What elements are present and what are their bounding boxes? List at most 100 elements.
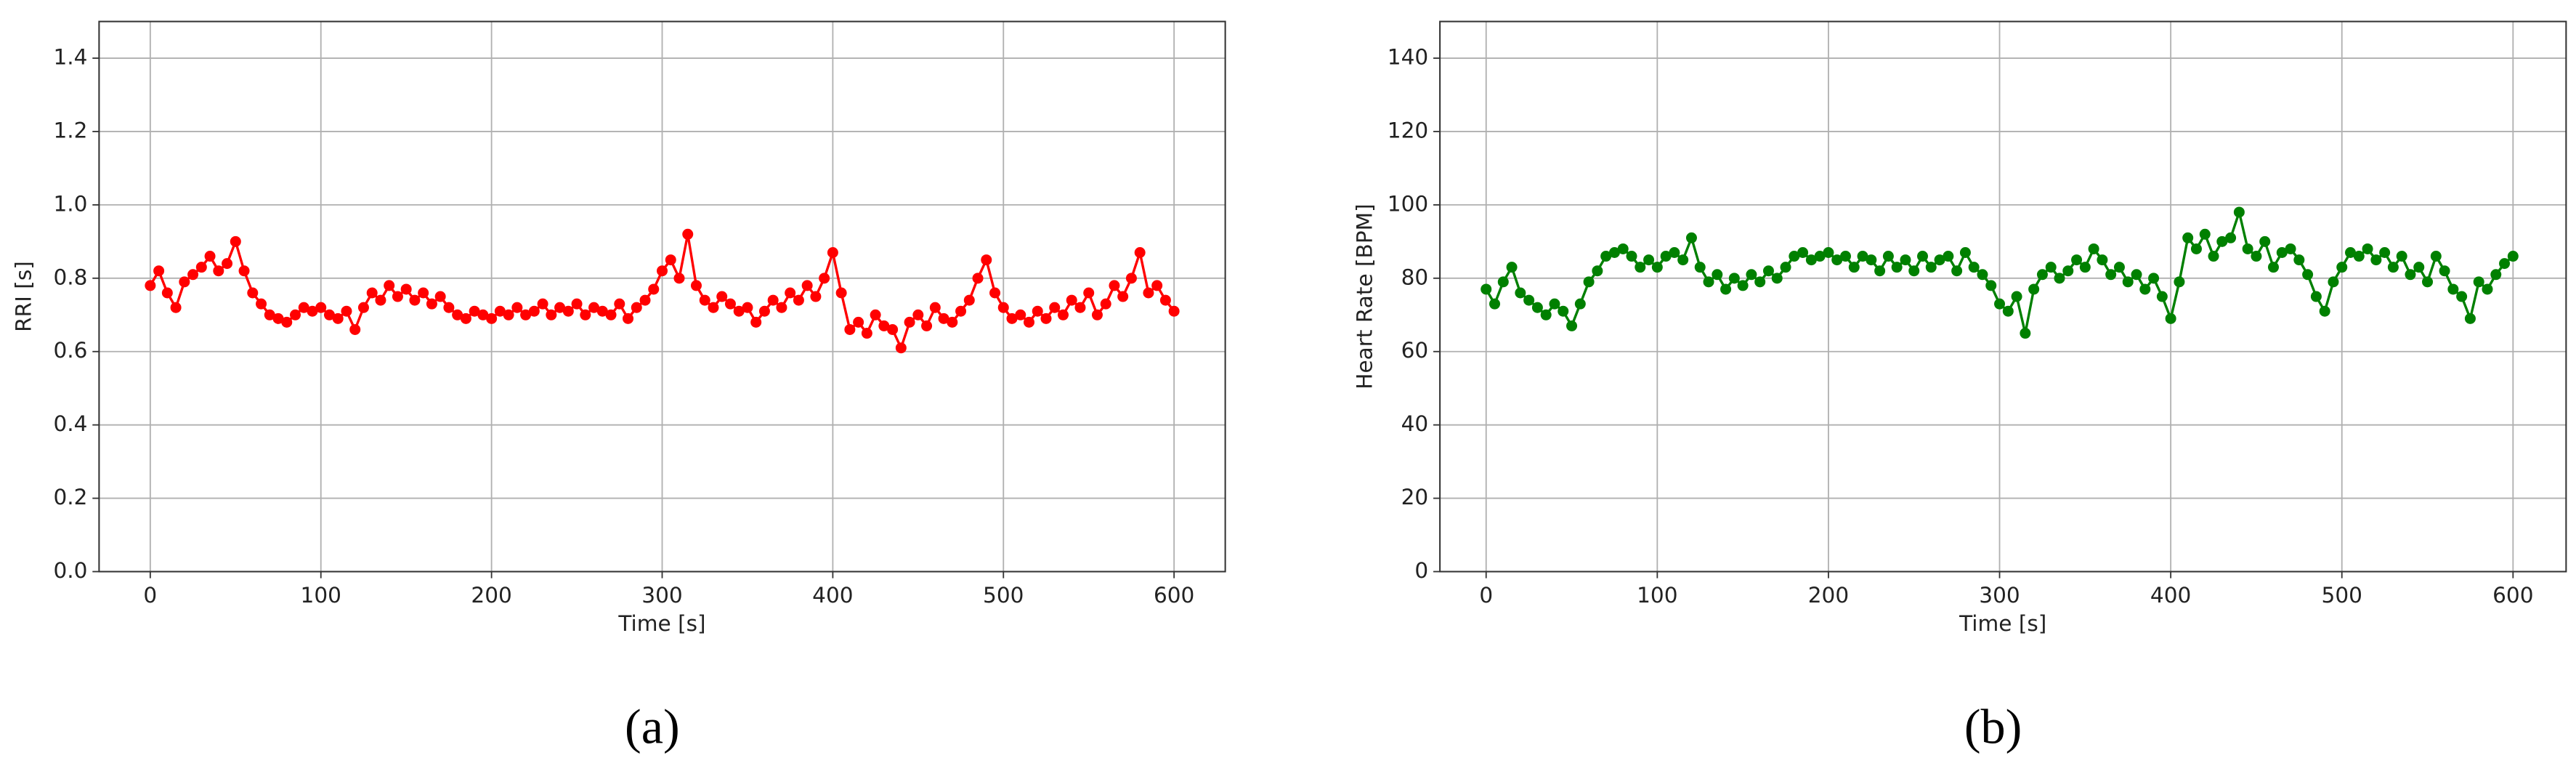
data-point bbox=[1857, 251, 1868, 262]
data-point bbox=[614, 298, 625, 310]
data-point bbox=[1015, 309, 1026, 321]
data-point bbox=[623, 313, 634, 324]
data-point bbox=[1481, 283, 1492, 295]
data-point bbox=[2473, 276, 2484, 288]
data-point bbox=[2405, 269, 2416, 281]
data-point bbox=[2216, 235, 2228, 247]
data-point bbox=[341, 305, 352, 317]
data-point bbox=[1900, 254, 1911, 266]
data-point bbox=[2370, 254, 2382, 266]
data-point bbox=[1143, 287, 1154, 299]
x-tick-label: 300 bbox=[641, 583, 682, 608]
data-point bbox=[145, 280, 156, 291]
data-point bbox=[2199, 228, 2211, 240]
data-point bbox=[997, 302, 1009, 313]
data-point bbox=[2430, 251, 2442, 262]
data-point bbox=[349, 323, 361, 335]
data-point bbox=[434, 291, 446, 302]
data-point bbox=[1057, 309, 1069, 321]
data-point bbox=[2413, 262, 2425, 273]
data-point bbox=[938, 313, 949, 324]
data-point bbox=[2482, 283, 2493, 295]
data-point bbox=[1024, 316, 1035, 328]
data-point bbox=[315, 302, 327, 313]
data-point bbox=[528, 305, 540, 317]
data-point bbox=[2507, 251, 2519, 262]
data-point bbox=[972, 273, 984, 284]
data-point bbox=[1951, 265, 1963, 277]
data-point bbox=[520, 309, 532, 321]
data-point bbox=[2285, 243, 2296, 254]
data-point bbox=[281, 316, 293, 328]
data-point bbox=[238, 265, 250, 277]
data-point bbox=[1540, 309, 1552, 321]
y-axis-label: Heart Rate [BPM] bbox=[1352, 203, 1377, 389]
y-tick-label: 20 bbox=[1401, 485, 1429, 509]
data-point bbox=[2490, 269, 2502, 281]
x-tick-label: 600 bbox=[1154, 583, 1194, 608]
data-point bbox=[853, 316, 864, 328]
data-point bbox=[2396, 251, 2407, 262]
data-point bbox=[1934, 254, 1945, 266]
data-point bbox=[1780, 262, 1791, 273]
data-point bbox=[2002, 305, 2014, 317]
data-point bbox=[2362, 243, 2373, 254]
data-point bbox=[1959, 246, 1971, 258]
data-point bbox=[426, 298, 437, 310]
x-tick-label: 0 bbox=[1479, 583, 1493, 608]
data-point bbox=[580, 309, 591, 321]
data-point bbox=[1874, 265, 1886, 277]
y-tick-label: 0.0 bbox=[53, 558, 87, 583]
data-point bbox=[1805, 254, 1817, 266]
data-point bbox=[357, 302, 369, 313]
data-point bbox=[222, 258, 233, 270]
y-tick-label: 40 bbox=[1401, 411, 1429, 436]
y-tick-label: 80 bbox=[1401, 265, 1429, 289]
data-point bbox=[1159, 294, 1171, 306]
data-point bbox=[1891, 262, 1903, 273]
data-point bbox=[895, 342, 907, 354]
data-point bbox=[657, 265, 668, 277]
data-point bbox=[605, 309, 617, 321]
data-point bbox=[631, 302, 642, 313]
data-point bbox=[503, 309, 514, 321]
data-point bbox=[810, 291, 822, 302]
x-tick-label: 0 bbox=[143, 583, 157, 608]
data-point bbox=[2302, 269, 2314, 281]
data-point bbox=[392, 291, 403, 302]
data-point bbox=[1685, 232, 1697, 243]
data-point bbox=[1651, 262, 1663, 273]
data-point bbox=[2105, 269, 2117, 281]
data-point bbox=[2267, 262, 2279, 273]
data-point bbox=[2336, 262, 2348, 273]
data-point bbox=[596, 305, 608, 317]
data-point bbox=[1643, 254, 1655, 266]
x-tick-label: 600 bbox=[2492, 583, 2533, 608]
data-point bbox=[1728, 273, 1740, 284]
data-point bbox=[1968, 262, 1980, 273]
data-point bbox=[1109, 280, 1120, 291]
data-point bbox=[511, 302, 523, 313]
data-point bbox=[2208, 251, 2219, 262]
data-point bbox=[213, 265, 224, 277]
data-point bbox=[2113, 262, 2125, 273]
data-point bbox=[1032, 305, 1043, 317]
data-point bbox=[2182, 232, 2194, 243]
y-tick-label: 0.6 bbox=[53, 338, 87, 363]
y-tick-label: 1.4 bbox=[53, 45, 87, 70]
data-point bbox=[819, 273, 830, 284]
data-point bbox=[1608, 246, 1620, 258]
data-point bbox=[230, 235, 241, 247]
y-tick-label: 100 bbox=[1388, 191, 1428, 216]
y-tick-label: 60 bbox=[1401, 338, 1429, 363]
data-point bbox=[1660, 251, 1672, 262]
data-point bbox=[1737, 280, 1749, 291]
data-point bbox=[1600, 251, 1612, 262]
data-point bbox=[750, 316, 762, 328]
data-point bbox=[418, 287, 429, 299]
data-point bbox=[1489, 298, 1501, 310]
data-point bbox=[571, 298, 583, 310]
data-point bbox=[2259, 235, 2271, 247]
x-tick-label: 100 bbox=[1637, 583, 1677, 608]
data-point bbox=[332, 313, 344, 324]
